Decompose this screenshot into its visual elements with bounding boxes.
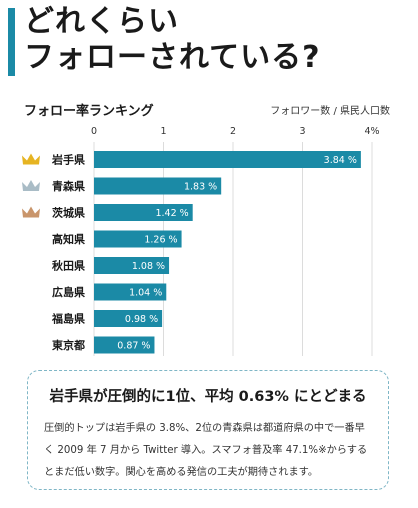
bar xyxy=(94,257,170,274)
x-tick-label: 3 xyxy=(299,126,305,137)
data-label: 1.83 % xyxy=(184,182,217,193)
data-label: 3.84 % xyxy=(324,155,357,166)
crown-icon xyxy=(22,180,40,191)
x-tick-label: 1 xyxy=(160,126,166,137)
bar xyxy=(94,310,163,327)
category-label: 東京都 xyxy=(52,338,85,352)
title-line-2: フォローされている? xyxy=(24,40,321,75)
summary-callout: 岩手県が圧倒的に1位、平均 0.63% にとどまる 圧倒的トップは岩手県の 3.… xyxy=(27,370,389,490)
x-tick-label: 4% xyxy=(364,126,379,137)
title-line-1: どれくらい xyxy=(24,4,179,39)
callout-heading: 岩手県が圧倒的に1位、平均 0.63% にとどまる xyxy=(49,389,367,405)
callout-body: 圧倒的トップは岩手県の 3.8%、2位の青森県は都道府県の中で一番早く 2009… xyxy=(44,423,368,478)
data-label: 1.26 % xyxy=(144,235,177,246)
x-tick-label: 2 xyxy=(230,126,236,137)
chart-title: フォロー率ランキング xyxy=(24,104,154,119)
category-label: 広島県 xyxy=(52,285,85,299)
category-label: 福島県 xyxy=(51,312,85,326)
x-tick-label: 0 xyxy=(91,126,97,137)
bar xyxy=(94,336,155,354)
follow-rate-bar-chart: 0 1 2 3 4% 岩手県 3.84 % 青森県 1.83 % 茨城県 1.42 % 高知県 1.26… xyxy=(22,126,380,356)
category-label: 茨城県 xyxy=(52,206,85,220)
bar xyxy=(94,177,222,195)
crown-icon xyxy=(22,153,40,165)
data-label: 0.98 % xyxy=(125,314,158,325)
crown-icon xyxy=(22,206,40,218)
data-label: 1.42 % xyxy=(155,208,188,219)
bar xyxy=(94,283,167,301)
page-title: どれくらい フォローされている? xyxy=(24,4,321,76)
category-label: 高知県 xyxy=(52,232,85,246)
chart-unit-note: フォロワー数 / 県民人口数 xyxy=(270,106,390,117)
bar xyxy=(94,230,182,248)
bar xyxy=(94,151,361,168)
data-label: 1.08 % xyxy=(132,261,165,272)
data-label: 1.04 % xyxy=(129,288,162,299)
data-label: 0.87 % xyxy=(117,341,150,352)
title-accent-bar xyxy=(8,8,15,76)
category-label: 秋田県 xyxy=(52,259,85,273)
bar xyxy=(94,204,193,221)
category-label: 青森県 xyxy=(52,179,85,193)
category-label: 岩手県 xyxy=(51,153,85,167)
